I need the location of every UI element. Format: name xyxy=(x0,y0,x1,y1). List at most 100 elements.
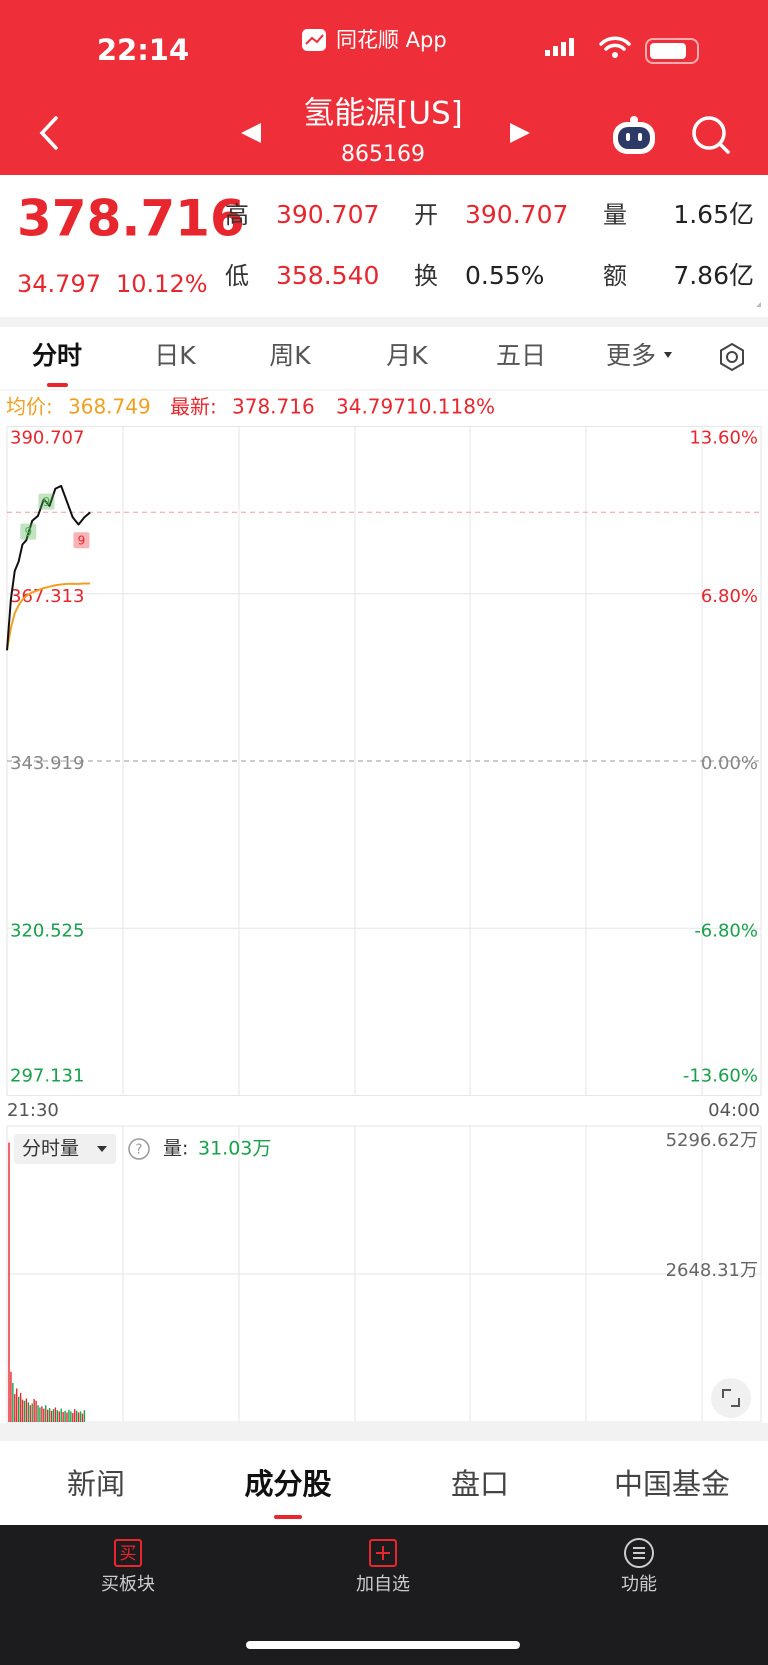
volume-current-value: 31.03万 xyxy=(198,1138,271,1160)
prev-button[interactable] xyxy=(241,123,261,143)
status-app: 同花顺 App xyxy=(336,28,447,52)
stat-label: 低 xyxy=(225,262,249,290)
signal-marker xyxy=(20,523,37,540)
latest-value: 378.716 xyxy=(232,395,315,419)
volume-bar xyxy=(54,1407,57,1422)
y2-tick-label: 0.00% xyxy=(701,753,758,774)
volume-bar xyxy=(68,1409,70,1422)
volume-bar xyxy=(50,1410,53,1422)
avg-value: 368.749 xyxy=(68,395,151,419)
tab[interactable]: 更多 xyxy=(606,341,656,370)
volume-bar xyxy=(52,1409,55,1422)
more-arrow[interactable] xyxy=(664,352,672,358)
signal-label: 9 xyxy=(43,495,51,509)
divider xyxy=(0,1423,768,1441)
battery-level xyxy=(650,43,686,59)
settings-glyph xyxy=(726,351,738,363)
help-button[interactable] xyxy=(128,1138,150,1160)
add-glyph xyxy=(376,1546,390,1560)
volume-bar xyxy=(58,1411,60,1422)
stat-value: 358.540 xyxy=(276,261,379,290)
buy-icon[interactable] xyxy=(114,1539,142,1567)
battery-icon xyxy=(645,38,699,64)
volume-bar xyxy=(81,1413,84,1422)
hour-dividers xyxy=(122,426,703,1422)
stat-label: 额 xyxy=(603,262,627,290)
bottom-tab[interactable]: 盘口 xyxy=(451,1467,509,1501)
latest-change-pct: 10.118% xyxy=(406,395,495,419)
volume-bar xyxy=(29,1405,31,1422)
search-button[interactable] xyxy=(692,116,730,154)
buy-icon-text: 买 xyxy=(120,1544,137,1564)
y2-tick-label: 6.80% xyxy=(701,586,758,607)
stat-label: 量 xyxy=(603,201,627,229)
volume-bar xyxy=(83,1410,86,1422)
volume-bar xyxy=(39,1407,41,1422)
avg-label: 均价: xyxy=(6,395,53,419)
toolbar-label[interactable]: 买板块 xyxy=(101,1574,155,1595)
volume-bar xyxy=(41,1406,43,1422)
volume-bar xyxy=(46,1409,49,1422)
volume-bar xyxy=(45,1405,47,1422)
bottom-tab-indicator xyxy=(274,1515,302,1519)
volume-bar xyxy=(56,1410,59,1422)
y-tick-label: 343.919 xyxy=(10,753,84,774)
tab[interactable]: 五日 xyxy=(496,341,546,370)
next-button[interactable] xyxy=(510,123,530,143)
tab[interactable]: 月K xyxy=(386,341,428,370)
header-title: 氢能源[US] xyxy=(303,96,463,132)
wifi-icon xyxy=(599,36,631,51)
divider xyxy=(0,317,768,327)
bottom-tab[interactable]: 新闻 xyxy=(67,1467,125,1501)
volume-bar xyxy=(74,1409,76,1422)
y-tick-label: 320.525 xyxy=(10,920,84,941)
menu-glyph xyxy=(633,1547,645,1559)
stat-value: 7.86亿 xyxy=(673,261,754,290)
volume-bar xyxy=(16,1388,18,1422)
volume-bar xyxy=(75,1410,78,1422)
status-time: 22:14 xyxy=(97,33,189,67)
bottom-tab[interactable]: 成分股 xyxy=(244,1467,331,1501)
bottom-tab[interactable]: 中国基金 xyxy=(614,1467,730,1501)
tab[interactable]: 分时 xyxy=(32,341,82,370)
y-tick-label: 367.313 xyxy=(10,586,84,607)
back-button[interactable] xyxy=(39,116,58,150)
price-line xyxy=(6,582,91,651)
y-tick-label: 5296.62万 xyxy=(666,1130,758,1151)
latest-label: 最新: xyxy=(170,395,217,419)
stat-value: 390.707 xyxy=(276,200,379,229)
tab[interactable]: 日K xyxy=(154,341,196,370)
signal-label: 9 xyxy=(78,534,86,548)
expand-button[interactable] xyxy=(711,1378,751,1418)
tab[interactable]: 周K xyxy=(269,341,311,370)
menu-icon[interactable] xyxy=(624,1538,654,1568)
price-line xyxy=(6,484,91,651)
corner-mark xyxy=(756,302,761,307)
volume-bar xyxy=(10,1371,12,1422)
volume-bar xyxy=(35,1400,37,1422)
volume-bar xyxy=(19,1392,22,1422)
signal-marker xyxy=(73,532,90,549)
stat-value: 1.65亿 xyxy=(673,200,754,229)
y-tick-label: 297.131 xyxy=(10,1066,84,1087)
toolbar-label[interactable]: 加自选 xyxy=(356,1574,410,1595)
volume-bar xyxy=(48,1408,51,1422)
volume-selector[interactable] xyxy=(14,1134,116,1164)
stat-label: 高 xyxy=(225,201,249,229)
selector-arrow xyxy=(97,1146,107,1152)
help-glyph: ? xyxy=(136,1143,143,1158)
quote-change: 34.797 xyxy=(17,270,101,298)
volume-bar xyxy=(21,1399,24,1422)
volume-bar xyxy=(64,1410,66,1422)
robot-button[interactable] xyxy=(613,116,655,154)
volume-bar xyxy=(17,1396,20,1422)
volume-bar xyxy=(60,1408,62,1422)
volume-bar xyxy=(62,1411,64,1422)
signal-label: 9 xyxy=(24,525,32,539)
tab-indicator xyxy=(47,383,68,387)
settings-button[interactable] xyxy=(720,342,744,372)
toolbar-label[interactable]: 功能 xyxy=(621,1574,657,1595)
add-icon[interactable] xyxy=(369,1539,397,1567)
